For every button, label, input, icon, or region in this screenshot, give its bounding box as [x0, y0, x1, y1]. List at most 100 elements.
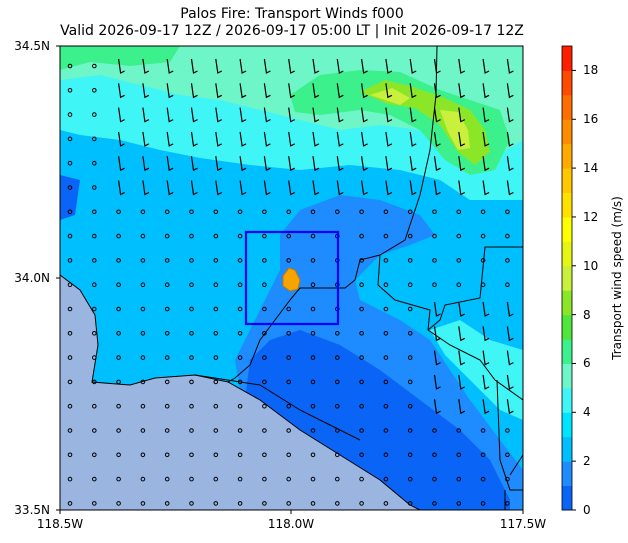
calm-wind-marker [92, 160, 97, 166]
wind-barb [215, 131, 223, 147]
lat-label-34-5: 34.5N [14, 39, 50, 53]
calm-wind-marker [335, 403, 340, 409]
calm-wind-marker [335, 452, 340, 458]
wind-barb [385, 131, 393, 147]
calm-wind-marker [189, 355, 194, 360]
calm-wind-marker [310, 403, 316, 409]
calm-wind-marker [286, 209, 292, 215]
wind-barb [166, 58, 174, 74]
calm-wind-marker [140, 331, 146, 336]
wind-barb [312, 58, 320, 74]
wind-barb [336, 83, 344, 99]
colorbar [562, 46, 576, 511]
calm-wind-marker [407, 476, 413, 482]
calm-wind-marker [213, 233, 219, 239]
calm-wind-marker [456, 258, 462, 263]
calm-wind-marker [505, 501, 510, 506]
wind-barb [506, 399, 514, 415]
study-area-box [244, 230, 340, 326]
wind-barb [312, 180, 320, 196]
wind-barb [506, 350, 514, 366]
colorbar-tick-label: 2 [583, 454, 591, 469]
calm-wind-marker [92, 306, 97, 312]
calm-wind-marker [140, 501, 146, 506]
wind-barb [336, 107, 344, 123]
calm-wind-marker [262, 355, 267, 360]
calm-wind-marker [359, 355, 364, 360]
wind-barb [506, 156, 514, 172]
calm-wind-marker [432, 209, 437, 215]
wind-barb [263, 156, 271, 172]
calm-wind-marker [310, 233, 316, 239]
wind-barb [458, 156, 466, 172]
calm-wind-marker [505, 258, 510, 263]
calm-wind-marker [383, 476, 389, 482]
wind-barb [409, 180, 417, 196]
calm-wind-marker [92, 428, 97, 433]
calm-wind-marker [67, 476, 73, 482]
wind-barb [482, 131, 490, 147]
calm-wind-marker [189, 258, 194, 263]
wind-barb [166, 83, 174, 99]
calm-wind-marker [383, 501, 389, 506]
calm-wind-marker [189, 476, 194, 482]
wind-barb [458, 58, 466, 74]
calm-wind-marker [67, 136, 73, 142]
calm-wind-marker [262, 403, 267, 409]
calm-wind-marker [116, 331, 121, 336]
calm-wind-marker [335, 331, 340, 336]
calm-wind-marker [456, 501, 462, 506]
wind-barb [263, 180, 271, 196]
calm-wind-marker [505, 452, 510, 458]
calm-wind-marker [310, 476, 316, 482]
calm-wind-marker [310, 282, 316, 288]
wind-barb [409, 107, 417, 123]
calm-wind-marker [383, 355, 389, 360]
wind-barb [506, 374, 514, 390]
calm-wind-marker [262, 428, 267, 433]
colorbar-segment [562, 436, 572, 462]
speed-band-cyan-east [430, 320, 523, 420]
colorbar-segment [562, 94, 572, 120]
wind-barb [142, 131, 150, 147]
calm-wind-marker [359, 331, 364, 336]
calm-wind-marker [286, 379, 292, 385]
calm-wind-marker [286, 476, 292, 482]
calm-wind-marker [505, 428, 510, 433]
speed-band-green [290, 70, 510, 175]
calm-wind-marker [310, 379, 316, 385]
calm-wind-marker [213, 355, 219, 360]
calm-wind-marker [286, 403, 292, 409]
wind-barb [336, 58, 344, 74]
calm-wind-marker [456, 452, 462, 458]
calm-wind-marker [92, 282, 97, 288]
calm-wind-marker [237, 209, 243, 215]
colorbar-segment [562, 192, 572, 218]
calm-wind-marker [310, 355, 316, 360]
calm-wind-marker [92, 403, 97, 409]
calm-wind-marker [164, 258, 170, 263]
wind-barb [263, 58, 271, 74]
wind-barb [433, 131, 441, 147]
colorbar-segment [562, 485, 572, 511]
wind-barb [361, 58, 368, 74]
wind-barb [361, 107, 368, 123]
wind-barb [288, 156, 295, 172]
calm-wind-marker [92, 209, 97, 215]
calm-wind-marker [189, 403, 194, 409]
calm-wind-marker [407, 306, 413, 312]
colorbar-segment [562, 46, 572, 71]
calm-wind-marker [237, 476, 243, 482]
calm-wind-marker [407, 209, 413, 215]
calm-wind-marker [140, 282, 146, 288]
calm-wind-marker [480, 258, 486, 263]
calm-wind-marker [359, 258, 364, 263]
calm-wind-marker [407, 233, 413, 239]
calm-wind-marker [67, 112, 73, 117]
lon-label-117-5: 117.5W [499, 517, 547, 531]
calm-wind-marker [383, 282, 389, 288]
calm-wind-marker [164, 233, 170, 239]
calm-wind-marker [383, 233, 389, 239]
calm-wind-marker [456, 233, 462, 239]
wind-barb [506, 58, 514, 74]
